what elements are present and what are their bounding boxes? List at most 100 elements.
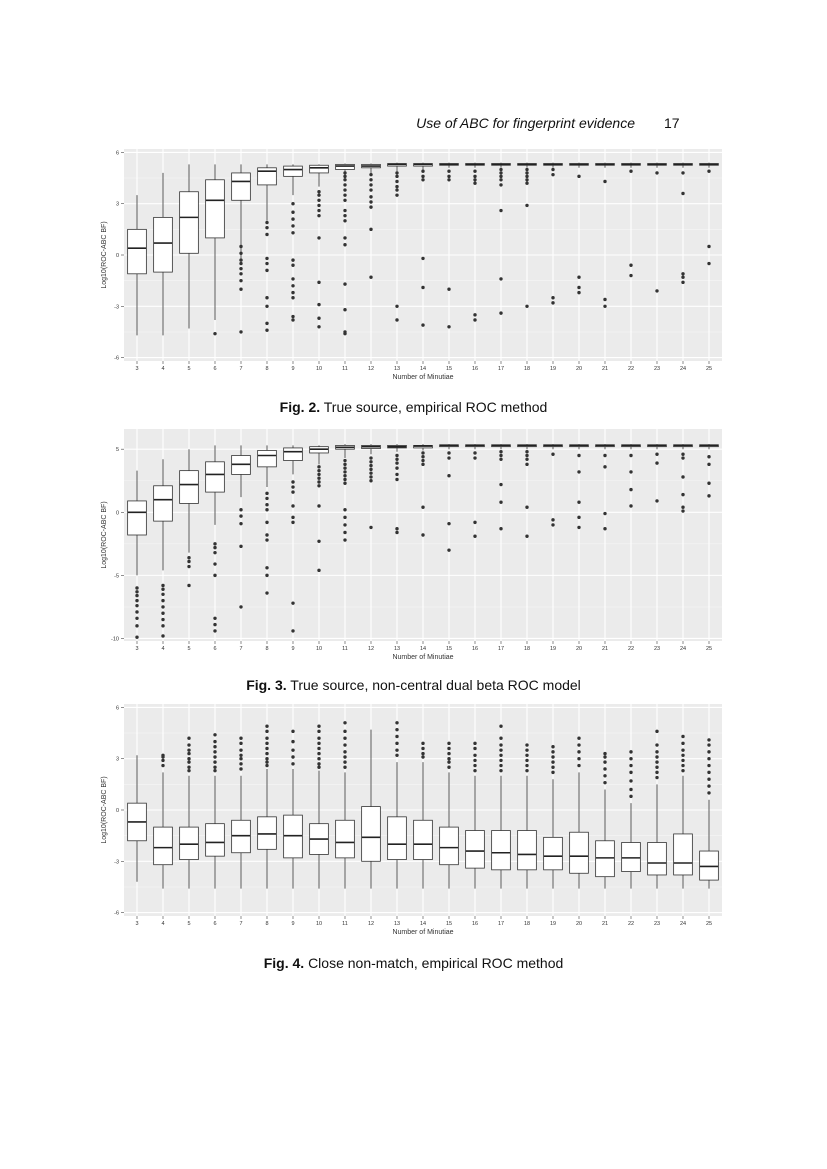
outlier-point (447, 765, 451, 769)
outlier-point (291, 231, 295, 235)
fig3-x-axis-label: Number of Minutiae (392, 654, 453, 661)
outlier-point (707, 777, 711, 781)
fig2-box-5 (179, 164, 199, 329)
outlier-point (655, 171, 659, 175)
fig3-x-tick-label: 5 (187, 646, 190, 652)
outlier-point (317, 280, 321, 285)
fig4-x-tick-label: 23 (654, 921, 660, 927)
outlier-point (213, 616, 217, 620)
outlier-point (681, 509, 685, 513)
outlier-point (343, 760, 347, 764)
box-iqr (153, 485, 173, 522)
outlier-point (395, 184, 399, 189)
figure-3-boxplot: -10 -5 0 5 3 4 5 6 7 8 9 10 11 12 13 14 15 16 17 18 19 20 21 22… (96, 423, 726, 663)
box-iqr (179, 191, 199, 254)
fig2-x-tick-label: 8 (265, 366, 268, 372)
fig4-box-24 (673, 734, 693, 889)
outlier-point (681, 280, 685, 285)
outlier-point (239, 278, 243, 283)
fig2-y-tick-label: 3 (116, 202, 119, 208)
outlier-point (213, 768, 217, 773)
outlier-point (395, 318, 399, 322)
fig3-box-19 (543, 444, 563, 527)
outlier-point (265, 741, 269, 746)
outlier-point (369, 188, 373, 192)
outlier-point (265, 729, 269, 734)
outlier-point (525, 181, 529, 185)
outlier-point (395, 171, 399, 175)
outlier-point (395, 748, 399, 752)
figure-2-caption: Fig. 2. True source, empirical ROC metho… (0, 399, 827, 415)
outlier-point (343, 171, 347, 175)
outlier-point (707, 261, 711, 266)
fig3-box-6 (205, 445, 225, 633)
outlier-point (187, 564, 191, 569)
outlier-point (655, 289, 659, 293)
outlier-point (473, 451, 477, 455)
outlier-point (447, 746, 451, 751)
outlier-point (655, 743, 659, 747)
outlier-point (395, 188, 399, 192)
fig2-box-20 (569, 162, 589, 295)
fig2-box-16 (465, 162, 485, 322)
outlier-point (265, 724, 269, 728)
outlier-point (707, 462, 711, 467)
outlier-point (525, 763, 529, 768)
figure-4-chart: -6 -3 0 3 6 3 4 5 6 7 8 9 10 11 12 13 14 15 16 17 18 19 20 21 22… (101, 704, 722, 936)
outlier-point (707, 791, 711, 795)
outlier-point (421, 505, 425, 509)
outlier-point (161, 605, 165, 609)
outlier-point (343, 282, 347, 286)
outlier-point (603, 767, 607, 771)
fig4-y-tick-label: 6 (116, 705, 119, 711)
fig2-y-tick-label: -6 (114, 356, 119, 362)
outlier-point (343, 208, 347, 213)
outlier-point (395, 753, 399, 757)
outlier-point (603, 453, 607, 458)
outlier-point (213, 331, 217, 336)
outlier-point (707, 455, 711, 459)
figure-4-label: Fig. 4. (263, 955, 305, 971)
outlier-point (447, 174, 451, 179)
figure-4-boxplot: -6 -3 0 3 6 3 4 5 6 7 8 9 10 11 12 13 14 15 16 17 18 19 20 21 22… (96, 698, 726, 938)
fig2-box-7 (231, 164, 251, 334)
outlier-point (603, 179, 607, 184)
outlier-point (473, 768, 477, 773)
fig3-x-tick-label: 21 (602, 646, 608, 652)
outlier-point (603, 465, 607, 469)
fig3-box-10 (309, 445, 329, 573)
fig2-x-tick-label: 13 (394, 366, 400, 372)
outlier-point (317, 539, 321, 544)
fig3-y-tick-label: -5 (114, 573, 119, 579)
outlier-point (577, 500, 581, 504)
outlier-point (525, 304, 529, 308)
outlier-point (421, 323, 425, 327)
box-iqr (179, 826, 199, 860)
fig3-x-tick-label: 16 (472, 646, 478, 652)
outlier-point (421, 751, 425, 756)
outlier-point (395, 179, 399, 184)
outlier-point (213, 545, 217, 550)
outlier-point (681, 734, 685, 739)
fig4-x-tick-label: 4 (161, 921, 164, 927)
outlier-point (655, 729, 659, 734)
outlier-point (499, 208, 503, 213)
outlier-point (499, 748, 503, 752)
fig3-x-tick-label: 24 (680, 646, 686, 652)
fig4-y-tick-label: 0 (116, 808, 119, 814)
fig2-box-23 (647, 162, 667, 293)
fig2-x-tick-label: 18 (524, 366, 530, 372)
outlier-point (577, 285, 581, 290)
page-number: 17 (664, 115, 680, 131)
outlier-point (265, 520, 269, 525)
outlier-point (551, 755, 555, 759)
outlier-point (499, 482, 503, 487)
outlier-point (291, 318, 295, 322)
fig3-box-14 (413, 444, 433, 537)
outlier-point (551, 296, 555, 300)
outlier-point (525, 450, 529, 454)
fig2-box-15 (439, 162, 459, 329)
outlier-point (343, 243, 347, 247)
outlier-point (161, 624, 165, 628)
fig4-x-tick-label: 3 (135, 921, 138, 927)
